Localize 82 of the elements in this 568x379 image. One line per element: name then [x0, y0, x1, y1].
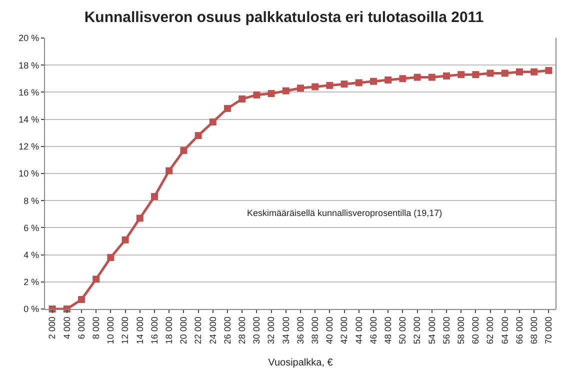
y-tick-label: 0 %	[24, 304, 40, 314]
x-tick-label: 42 000	[339, 316, 350, 344]
annotation: Keskimääräisellä kunnallisveroprosentilla (19,17)	[247, 208, 442, 218]
x-tick-label: 30 000	[252, 316, 262, 344]
point	[194, 132, 202, 140]
x-tick-label: 54 000	[426, 316, 437, 344]
x-tick-label: 40 000	[324, 316, 335, 344]
point	[166, 167, 173, 174]
point	[312, 83, 319, 90]
x-tick-label: 58 000	[456, 316, 466, 344]
point	[297, 84, 304, 92]
point	[458, 71, 465, 78]
y-tick-label: 20 %	[18, 33, 40, 44]
point	[224, 104, 231, 112]
y-tick-label: 12 %	[18, 142, 40, 152]
point	[92, 276, 100, 283]
point	[530, 68, 538, 76]
x-tick-label: 34 000	[280, 316, 291, 344]
point	[180, 146, 188, 154]
x-tick-label: 12 000	[120, 316, 130, 344]
x-tick-label: 48 000	[383, 316, 394, 344]
x-tick-label: 8 000	[91, 316, 102, 340]
point	[151, 193, 158, 200]
point	[399, 75, 406, 82]
x-tick-label: 32 000	[266, 316, 276, 344]
point	[384, 76, 392, 84]
x-tick-label: 38 000	[310, 316, 320, 344]
x-tick-label: 16 000	[149, 316, 160, 344]
x-tick-label: 68 000	[529, 316, 540, 344]
point	[370, 78, 377, 85]
x-tick-label: 18 000	[164, 316, 174, 344]
point	[501, 70, 508, 77]
y-tick-label: 2 %	[24, 277, 40, 288]
x-tick-label: 20 000	[178, 316, 189, 344]
x-tick-label: 70 000	[544, 316, 554, 344]
x-tick-label: 14 000	[134, 316, 145, 344]
point	[414, 74, 421, 81]
x-tick-label: 56 000	[441, 316, 452, 344]
y-tick-label: 10 %	[18, 168, 40, 179]
y-tick-label: 4 %	[24, 250, 40, 260]
x-tick-label: 46 000	[368, 316, 378, 344]
x-tick-label: 64 000	[500, 316, 510, 344]
point	[472, 71, 480, 78]
x-axis-title: Vuosipalkka, €	[268, 358, 334, 369]
x-tick-label: 2 000	[47, 316, 58, 340]
x-tick-label: 52 000	[412, 316, 422, 344]
y-tick-label: 16 %	[18, 87, 40, 98]
y-tick-label: 14 %	[18, 114, 40, 124]
x-tick-label: 44 000	[354, 316, 364, 344]
point	[253, 91, 260, 98]
y-tick-label: 8 %	[24, 196, 40, 206]
x-tick-label: 66 000	[514, 316, 524, 344]
point	[282, 87, 290, 94]
x-tick-label: 22 000	[193, 316, 204, 344]
point	[326, 82, 334, 89]
x-tick-label: 6 000	[76, 316, 86, 340]
point	[545, 67, 552, 74]
x-tick-label: 28 000	[237, 316, 248, 344]
x-tick-label: 24 000	[208, 316, 218, 344]
point	[516, 68, 523, 76]
point	[78, 296, 85, 304]
point	[443, 72, 450, 80]
point	[209, 118, 216, 126]
point	[486, 70, 494, 77]
point	[238, 95, 246, 102]
x-tick-label: 62 000	[485, 316, 496, 344]
x-tick-label: 50 000	[398, 316, 408, 344]
point	[355, 79, 362, 86]
y-tick-label: 18 %	[18, 60, 40, 70]
chart-title: Kunnallisveron osuus palkkatulosta eri tulotasoilla 2011	[84, 8, 484, 26]
x-tick-label: 36 000	[295, 316, 306, 344]
point	[107, 254, 114, 262]
point	[136, 214, 144, 222]
point	[268, 90, 275, 98]
x-tick-label: 10 000	[106, 316, 116, 344]
point	[122, 236, 129, 244]
y-tick-label: 6 %	[24, 222, 40, 233]
x-tick-label: 4 000	[62, 316, 72, 340]
x-tick-label: 60 000	[470, 316, 481, 344]
x-tick-label: 26 000	[222, 316, 232, 344]
point	[340, 80, 348, 88]
point	[428, 74, 436, 81]
